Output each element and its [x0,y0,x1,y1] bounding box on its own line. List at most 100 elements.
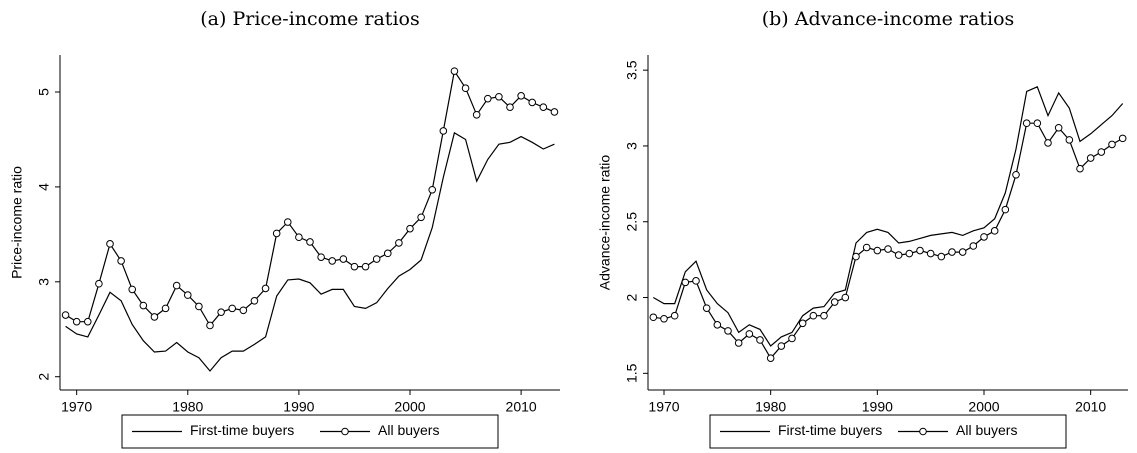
point [472,110,481,119]
point [734,339,743,347]
point [272,229,281,238]
x-tick-label: 1970 [648,399,679,415]
x-tick-label: 2010 [1075,399,1106,415]
point [361,262,370,271]
point [350,262,359,271]
point [809,311,818,320]
point [395,239,403,247]
point [306,238,314,246]
point [937,252,946,261]
legend-label: First-time buyers [778,422,882,438]
point [106,240,114,248]
x-tick-label: 1970 [61,399,92,415]
point [692,277,700,285]
point [798,319,807,328]
y-tick-label: 3.5 [624,60,640,80]
y-tick-label: 3 [36,278,52,286]
point [1108,140,1116,149]
point [884,245,892,253]
point [1065,136,1074,144]
point [724,327,732,335]
point [894,251,903,259]
point [670,311,679,320]
point [830,298,839,306]
point [339,255,348,263]
y-axis-title: Advance-income ratio [597,155,613,291]
x-tick-label: 1980 [755,399,786,415]
point [873,246,882,255]
point [439,127,448,135]
point [788,334,796,343]
point [1001,205,1010,214]
point [250,296,259,305]
point [95,279,103,288]
point [283,218,292,226]
y-tick-label: 2.5 [624,212,640,232]
point [980,233,988,241]
point [862,243,871,252]
point [295,233,303,242]
point [228,304,237,313]
x-tick-label: 2000 [968,399,999,415]
point [528,98,537,107]
y-tick-label: 5 [36,88,52,96]
point [766,354,775,362]
point [317,253,325,261]
point [841,293,850,302]
point [217,308,225,316]
point [1033,119,1042,128]
point [383,249,392,258]
point [660,314,668,323]
point [820,311,828,320]
point [905,249,914,258]
point [161,304,170,313]
point [1086,154,1095,162]
point [495,92,503,101]
legend-label: First-time buyers [190,422,294,438]
point [128,285,137,294]
point [958,248,967,256]
x-tick-label: 2010 [506,399,537,415]
point [450,67,459,75]
point [172,281,181,290]
point [239,306,248,315]
point [1022,119,1031,128]
legend-label: All buyers [956,422,1017,438]
point [1054,123,1063,132]
point [1118,134,1127,143]
series-line [65,131,555,372]
legend-label: All buyers [378,422,439,438]
x-tick-label: 1990 [862,399,893,415]
y-tick-label: 2 [36,373,52,381]
series-line [65,69,555,327]
point [150,313,159,321]
point [1044,139,1052,147]
legend-marker [919,427,927,436]
x-tick-label: 1990 [283,399,314,415]
point [417,213,425,222]
point [1076,164,1084,173]
point [372,255,381,263]
legend-box [121,414,499,449]
point [206,321,214,330]
series-line [653,122,1123,360]
series-line [653,85,1124,347]
point [72,317,81,326]
point [1012,170,1020,179]
point [183,291,192,299]
legend-marker [341,427,349,436]
point [926,249,935,258]
chart-title: (a) Price-income ratios [200,8,419,30]
point [969,242,978,250]
point [61,311,70,319]
point [916,246,924,255]
point [649,313,658,322]
point [83,317,92,326]
point [261,284,270,293]
chart-title: (b) Advance-income ratios [762,8,1015,30]
y-axis-title: Price-income ratio [9,166,25,279]
point [139,301,148,310]
point [517,92,525,100]
point [406,224,414,233]
